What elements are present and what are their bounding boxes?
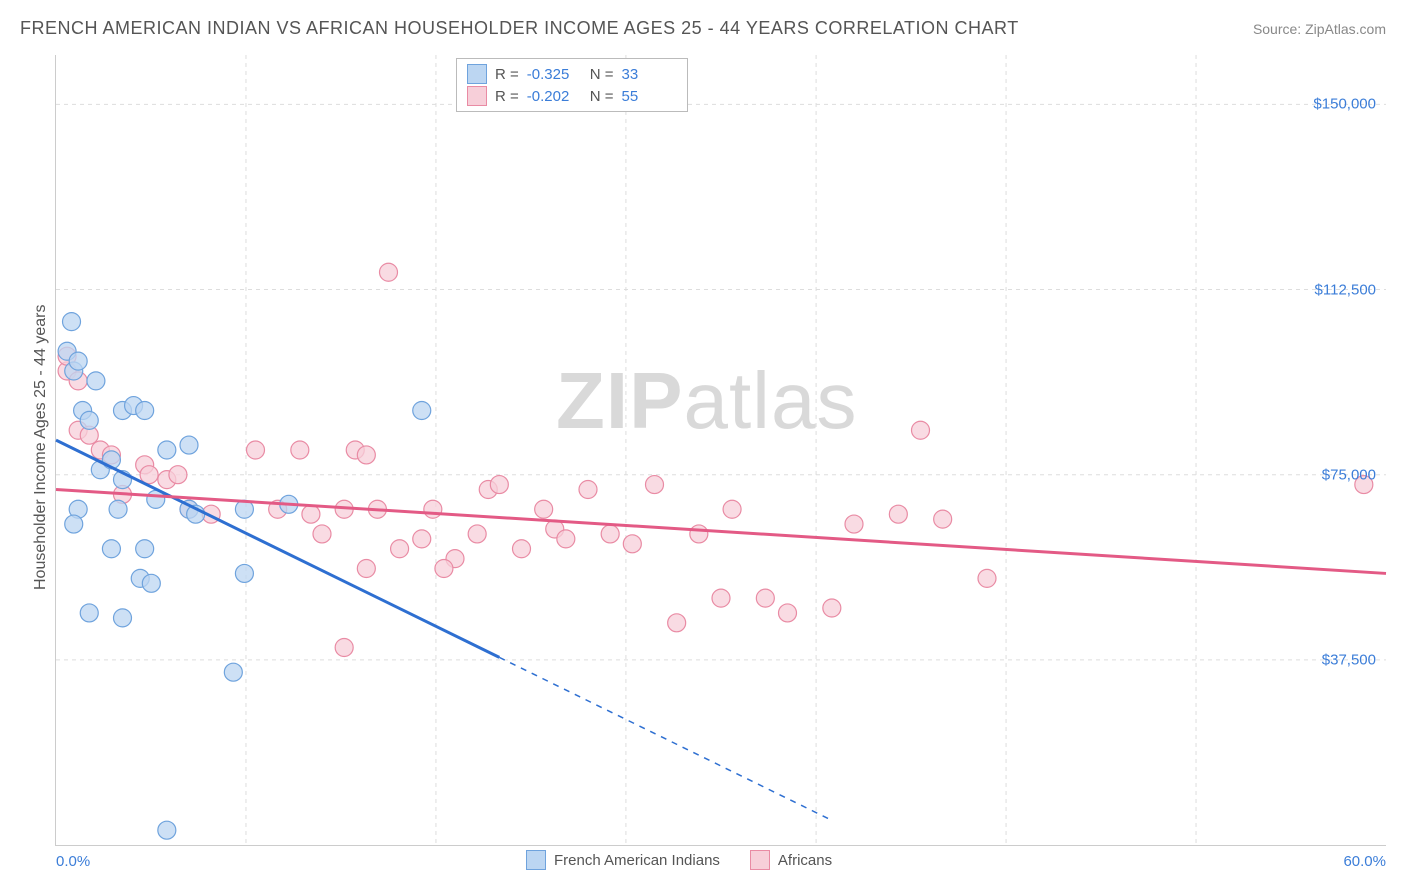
correlation-row-1: R = -0.202 N = 55 [467, 85, 677, 107]
title-bar: FRENCH AMERICAN INDIAN VS AFRICAN HOUSEH… [20, 18, 1386, 39]
source-label: Source: ZipAtlas.com [1253, 21, 1386, 37]
r-label: R = [495, 88, 519, 105]
legend-label-0: French American Indians [554, 852, 720, 869]
y-axis-title: Householder Income Ages 25 - 44 years [32, 305, 50, 591]
legend-item-0: French American Indians [526, 850, 720, 870]
n-label: N = [590, 88, 614, 105]
n-value-0: 33 [622, 66, 677, 83]
n-label: N = [590, 66, 614, 83]
n-value-1: 55 [622, 88, 677, 105]
legend-item-1: Africans [750, 850, 832, 870]
legend-label-1: Africans [778, 852, 832, 869]
swatch-series-1 [467, 86, 487, 106]
legend-swatch-0 [526, 850, 546, 870]
r-label: R = [495, 66, 519, 83]
r-value-0: -0.325 [527, 66, 582, 83]
correlation-row-0: R = -0.325 N = 33 [467, 63, 677, 85]
legend-swatch-1 [750, 850, 770, 870]
correlation-legend: R = -0.325 N = 33 R = -0.202 N = 55 [456, 58, 688, 112]
r-value-1: -0.202 [527, 88, 582, 105]
y-tick-label: $112,500 [1315, 281, 1376, 298]
y-tick-label: $75,000 [1322, 466, 1376, 483]
chart-area: ZIPatlas $37,500$75,000$112,500$150,000 … [55, 55, 1386, 846]
chart-title: FRENCH AMERICAN INDIAN VS AFRICAN HOUSEH… [20, 18, 1019, 39]
x-tick-label: 0.0% [56, 853, 90, 870]
y-tick-label: $37,500 [1322, 651, 1376, 668]
plot-svg [56, 55, 1386, 845]
swatch-series-0 [467, 64, 487, 84]
series-legend: French American Indians Africans [526, 850, 832, 870]
x-tick-label: 60.0% [1343, 853, 1386, 870]
y-tick-label: $150,000 [1313, 96, 1376, 113]
